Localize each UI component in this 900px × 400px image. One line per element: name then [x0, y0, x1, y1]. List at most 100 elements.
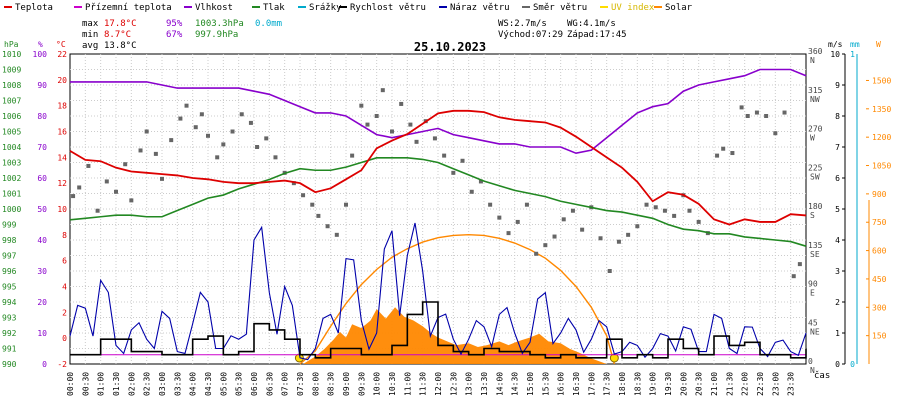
solar-tick: 1050: [872, 162, 891, 171]
direction-point: [334, 232, 339, 237]
direction-point: [739, 105, 744, 110]
x-tick-label: 08:30: [327, 372, 336, 396]
legend-label: Solar: [665, 3, 693, 13]
direction-point: [199, 112, 204, 117]
direction-point: [77, 185, 82, 190]
direction-point: [221, 142, 226, 147]
legend-label: Směr větru: [533, 3, 587, 13]
x-tick-label: 03:00: [158, 372, 167, 396]
direction-point: [580, 227, 585, 232]
temperature-tick: 10: [57, 205, 67, 214]
direction-tick: 315: [808, 86, 823, 95]
x-tick-label: 10:00: [373, 372, 382, 396]
pressure-tick: 1005: [2, 128, 21, 137]
temperature-tick: 12: [57, 179, 67, 188]
direction-point: [543, 243, 548, 248]
pressure-tick: 995: [2, 283, 17, 292]
direction-point: [626, 232, 631, 237]
temperature-tick: -2: [57, 360, 67, 369]
humidity-tick: 100: [33, 50, 48, 59]
humidity-tick: 40: [37, 236, 47, 245]
x-tick-label: 07:00: [281, 372, 290, 396]
temperature-tick: 6: [62, 257, 67, 266]
stats-block: max 17.8°C 95% 1003.3hPa 0.0mm min 8.7°C…: [82, 19, 627, 51]
pressure-tick: 1004: [2, 143, 21, 152]
direction-point: [264, 136, 269, 141]
direction-point: [138, 148, 143, 153]
x-tick-label: 19:30: [664, 372, 673, 396]
x-tick-label: 00:00: [66, 372, 75, 396]
x-tick-label: 12:00: [434, 372, 443, 396]
direction-point: [291, 181, 296, 186]
pressure-tick: 992: [2, 329, 17, 338]
wind-unit: m/s: [828, 40, 843, 49]
temperature-unit: °C: [56, 40, 66, 49]
stat-sunset: Západ:17:45: [567, 30, 627, 40]
wind-tick: 7: [835, 143, 840, 152]
temperature-tick: 20: [57, 76, 67, 85]
direction-point: [399, 101, 404, 106]
plot-area: [69, 68, 807, 365]
direction-point: [524, 202, 529, 207]
direction-point: [380, 88, 385, 93]
axes: 00:00 00:30 01:00 01:30 02:00 02:30 03:00 03:30…: [2, 40, 891, 396]
wind-tick: 6: [835, 174, 840, 183]
direction-label: N: [810, 366, 815, 375]
x-tick-label: 22:00: [741, 372, 750, 396]
solar-unit: W: [876, 40, 881, 49]
direction-point: [460, 158, 465, 163]
direction-point: [301, 193, 306, 198]
x-tick-label: 02:00: [127, 372, 136, 396]
humidity-tick: 90: [37, 81, 47, 90]
direction-label: S: [810, 211, 815, 220]
x-tick-label: 14:30: [511, 372, 520, 396]
x-tick-label: 11:00: [403, 372, 412, 396]
direction-point: [239, 112, 244, 117]
x-tick-label: 03:30: [173, 372, 182, 396]
stat-min-hum: 67%: [166, 30, 183, 40]
direction-point: [160, 176, 164, 181]
x-tick-label: 15:30: [541, 372, 550, 396]
legend-swatch: [522, 6, 530, 8]
stat-max-temp: 17.8°C: [104, 19, 137, 29]
direction-point: [408, 122, 413, 127]
pressure-tick: 993: [2, 314, 17, 323]
x-tick-label: 10:30: [388, 372, 397, 396]
wind-tick: 9: [835, 81, 840, 90]
temperature-tick: 2: [62, 308, 67, 317]
direction-point: [635, 224, 640, 229]
legend-swatch: [339, 6, 347, 8]
x-tick-label: 20:00: [679, 372, 688, 396]
x-tick-label: 01:30: [112, 372, 121, 396]
direction-point: [570, 208, 575, 213]
legend-label: Vlhkost: [195, 3, 233, 13]
x-tick-label: 04:30: [204, 372, 213, 396]
pressure-line: [69, 157, 807, 247]
x-tick-label: 07:30: [296, 372, 305, 396]
x-tick-label: 17:30: [603, 372, 612, 396]
direction-point: [782, 110, 787, 115]
pressure-unit: hPa: [4, 40, 19, 49]
x-tick-label: 05:00: [219, 372, 228, 396]
chart-title: 25.10.2023: [414, 40, 486, 54]
wind-tick: 2: [835, 298, 840, 307]
direction-point: [721, 146, 726, 151]
direction-point: [791, 274, 796, 279]
legend: Teplota Přízemní teplota Vlhkost Tlak Srážky…: [4, 3, 693, 13]
legend-swatch: [298, 6, 306, 8]
x-tick-label: 21:30: [725, 372, 734, 396]
direction-point: [598, 236, 603, 241]
rain-unit: mm: [850, 40, 860, 49]
x-tick-label: 08:00: [311, 372, 320, 396]
legend-label: UV index: [611, 3, 655, 13]
direction-point: [193, 125, 198, 130]
direction-label: SW: [810, 172, 820, 181]
legend-swatch: [600, 6, 608, 8]
direction-point: [561, 217, 566, 222]
humidity-tick: 50: [37, 205, 47, 214]
direction-point: [764, 114, 769, 118]
temperature-tick: 0: [62, 334, 67, 343]
x-tick-label: 15:00: [526, 372, 535, 396]
wind-speed-line: [70, 301, 807, 359]
pressure-tick: 991: [2, 345, 17, 354]
